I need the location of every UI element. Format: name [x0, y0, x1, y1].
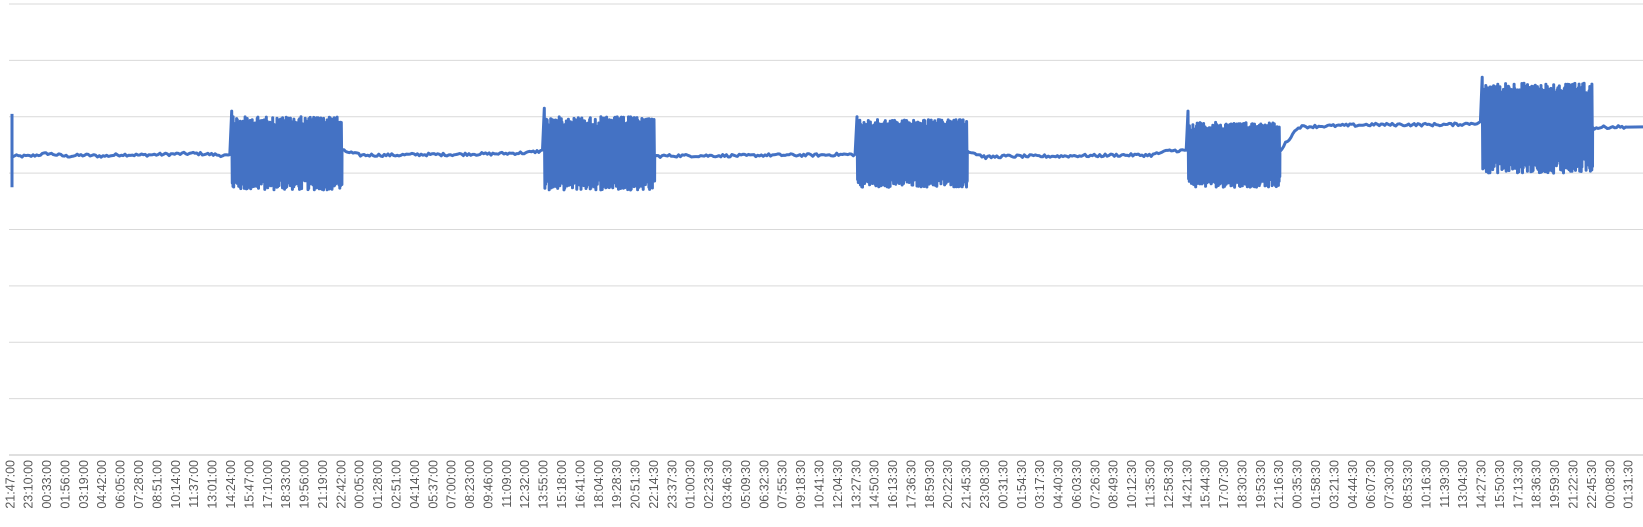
x-tick-label: 21:47:00	[3, 460, 17, 509]
x-tick-label: 22:42:00	[334, 460, 348, 509]
x-tick-label: 12:04:30	[831, 460, 845, 509]
x-tick-label: 21:19:00	[316, 460, 330, 509]
x-tick-label: 14:24:00	[224, 460, 238, 509]
x-tick-label: 12:58:30	[1162, 460, 1176, 509]
x-tick-label: 14:50:30	[868, 460, 882, 509]
x-tick-label: 09:46:00	[481, 460, 495, 509]
x-tick-label: 00:05:00	[353, 460, 367, 509]
series-layer	[10, 75, 1643, 192]
x-tick-label: 17:07:30	[1217, 460, 1231, 509]
x-tick-label: 18:30:30	[1235, 460, 1249, 509]
x-tick-label: 01:58:30	[1309, 460, 1323, 509]
x-tick-label: 11:35:30	[1144, 460, 1158, 508]
x-tick-label: 01:56:00	[58, 460, 72, 509]
x-tick-label: 03:21:30	[1327, 460, 1341, 509]
x-tick-label: 11:39:30	[1438, 460, 1452, 508]
x-tick-label: 23:10:00	[22, 460, 36, 509]
x-tick-label: 08:49:30	[1107, 460, 1121, 509]
x-tick-label: 05:09:30	[739, 460, 753, 509]
x-tick-label: 23:08:30	[978, 460, 992, 509]
x-tick-label: 10:12:30	[1125, 460, 1139, 509]
x-tick-label: 05:37:00	[426, 460, 440, 509]
x-tick-label: 08:51:00	[150, 460, 164, 509]
x-tick-label: 19:59:30	[1548, 460, 1562, 509]
x-tick-label: 13:01:00	[206, 460, 220, 509]
x-tick-label: 07:28:00	[132, 460, 146, 509]
x-tick-label: 21:45:30	[960, 460, 974, 509]
x-tick-label: 00:35:30	[1291, 460, 1305, 509]
x-tick-label: 03:46:30	[721, 460, 735, 509]
x-tick-label: 01:28:00	[371, 460, 385, 509]
x-tick-label: 19:28:30	[610, 460, 624, 509]
x-tick-label: 01:54:30	[1015, 460, 1029, 509]
x-tick-label: 20:22:30	[941, 460, 955, 509]
x-tick-label: 06:07:30	[1364, 460, 1378, 509]
x-tick-label: 07:26:30	[1088, 460, 1102, 509]
x-tick-label: 03:19:00	[77, 460, 91, 509]
x-tick-label: 04:40:30	[1052, 460, 1066, 509]
x-tick-label: 15:47:00	[242, 460, 256, 509]
x-tick-label: 02:51:00	[389, 460, 403, 509]
x-tick-label: 18:04:00	[592, 460, 606, 509]
x-tick-label: 22:45:30	[1585, 460, 1599, 509]
x-tick-label: 16:41:00	[573, 460, 587, 509]
x-tick-label: 17:13:30	[1511, 460, 1525, 509]
x-tick-label: 18:59:30	[923, 460, 937, 509]
x-tick-label: 11:09:00	[500, 460, 514, 508]
x-tick-label: 17:10:00	[261, 460, 275, 509]
x-tick-label: 16:13:30	[886, 460, 900, 509]
x-tick-label: 11:37:00	[187, 460, 201, 508]
x-tick-label: 10:41:30	[812, 460, 826, 509]
x-tick-label: 21:16:30	[1272, 460, 1286, 509]
x-tick-label: 19:53:30	[1254, 460, 1268, 509]
x-tick-label: 06:32:30	[757, 460, 771, 509]
x-tick-label: 08:53:30	[1401, 460, 1415, 509]
x-tick-label: 15:18:00	[555, 460, 569, 509]
x-tick-label: 19:56:00	[298, 460, 312, 509]
x-axis-ticks: 21:47:00 23:10:00 00:33:00 01:56:00 03:19:00…	[3, 460, 1635, 509]
x-tick-label: 04:42:00	[95, 460, 109, 509]
x-tick-label: 04:44:30	[1346, 460, 1360, 509]
x-tick-label: 22:14:30	[647, 460, 661, 509]
x-tick-label: 00:33:00	[40, 460, 54, 509]
x-tick-label: 00:08:30	[1603, 460, 1617, 509]
x-tick-label: 13:55:00	[537, 460, 551, 509]
x-tick-label: 09:18:30	[794, 460, 808, 509]
x-tick-label: 14:27:30	[1475, 460, 1489, 509]
x-tick-label: 17:36:30	[904, 460, 918, 509]
series-line	[10, 75, 1643, 192]
x-tick-label: 18:36:30	[1530, 460, 1544, 509]
x-tick-label: 10:16:30	[1419, 460, 1433, 509]
x-tick-label: 07:55:30	[776, 460, 790, 509]
x-tick-label: 07:00:00	[445, 460, 459, 509]
x-tick-label: 12:32:00	[518, 460, 532, 509]
x-tick-label: 10:14:00	[169, 460, 183, 509]
x-tick-label: 23:37:30	[665, 460, 679, 509]
x-tick-label: 00:31:30	[996, 460, 1010, 509]
x-tick-label: 06:03:30	[1070, 460, 1084, 509]
x-tick-label: 06:05:00	[114, 460, 128, 509]
x-tick-label: 18:33:00	[279, 460, 293, 509]
gridlines	[9, 3, 1643, 456]
x-tick-label: 03:17:30	[1033, 460, 1047, 509]
x-tick-label: 15:44:30	[1199, 460, 1213, 509]
x-tick-label: 07:30:30	[1383, 460, 1397, 509]
x-tick-label: 21:22:30	[1566, 460, 1580, 509]
x-tick-label: 01:31:30	[1622, 460, 1636, 509]
x-tick-label: 02:23:30	[702, 460, 716, 509]
x-tick-label: 04:14:00	[408, 460, 422, 509]
x-tick-label: 13:27:30	[849, 460, 863, 509]
x-tick-label: 15:50:30	[1493, 460, 1507, 509]
x-tick-label: 13:04:30	[1456, 460, 1470, 509]
x-tick-label: 08:23:00	[463, 460, 477, 509]
x-tick-label: 14:21:30	[1180, 460, 1194, 509]
x-tick-label: 20:51:30	[629, 460, 643, 509]
x-tick-label: 01:00:30	[684, 460, 698, 509]
